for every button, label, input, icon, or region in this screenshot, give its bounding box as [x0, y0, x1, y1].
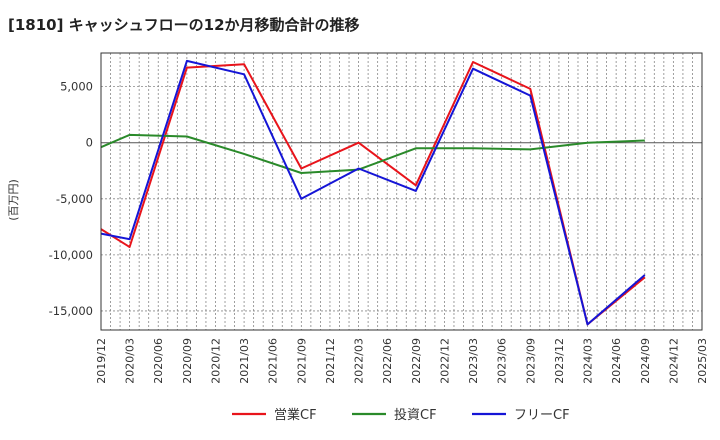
series-line-営業CF [100, 61, 646, 326]
x-tick-label: 2023/12 [553, 338, 566, 384]
x-tick-label: 2023/03 [467, 338, 480, 384]
x-tick-label: 2023/09 [524, 338, 537, 384]
chart-title: [1810] キャッシュフローの12か月移動合計の推移 [8, 16, 360, 34]
x-tick-label: 2023/06 [496, 338, 509, 384]
x-tick-label: 2024/06 [610, 338, 623, 384]
legend-label: 営業CF [274, 407, 317, 423]
y-tick-label: 0 [86, 136, 93, 150]
x-tick-label: 2021/12 [324, 338, 337, 384]
y-axis-label: (百万円) [7, 179, 20, 221]
x-tick-label: 2022/03 [353, 338, 366, 384]
grid [101, 53, 702, 330]
plot-frame [100, 52, 703, 331]
series-line-フリーCF [100, 59, 646, 326]
x-tick-label: 2025/03 [696, 338, 709, 384]
x-tick-label: 2022/09 [410, 338, 423, 384]
x-tick-label: 2024/09 [639, 338, 652, 384]
legend-label: フリーCF [514, 408, 570, 423]
x-tick-label: 2021/06 [267, 338, 280, 384]
x-axis: 2019/12 2020/03 2020/06 2020/09 2020/12 2021/… [95, 338, 709, 384]
x-tick-label: 2020/06 [152, 338, 165, 384]
x-tick-label: 2022/12 [438, 338, 451, 384]
x-tick-label: 2019/12 [95, 338, 108, 384]
series-group [100, 59, 646, 326]
y-axis: 5,000 0 -5,000 -10,000 -15,000 [49, 80, 93, 318]
x-tick-label: 2020/03 [124, 338, 137, 384]
y-tick-label: -5,000 [56, 192, 93, 206]
y-tick-label: -10,000 [49, 248, 93, 262]
legend: 営業CF 投資CF フリーCF [232, 407, 570, 423]
x-tick-label: 2020/09 [181, 338, 194, 384]
y-tick-label: -15,000 [49, 304, 93, 318]
x-tick-label: 2022/06 [381, 338, 394, 384]
legend-label: 投資CF [394, 407, 437, 423]
x-tick-label: 2024/12 [667, 338, 680, 384]
x-tick-label: 2021/03 [238, 338, 251, 384]
x-tick-label: 2024/03 [582, 338, 595, 384]
y-tick-label: 5,000 [60, 80, 93, 94]
x-tick-label: 2020/12 [209, 338, 222, 384]
x-tick-label: 2021/09 [295, 338, 308, 384]
